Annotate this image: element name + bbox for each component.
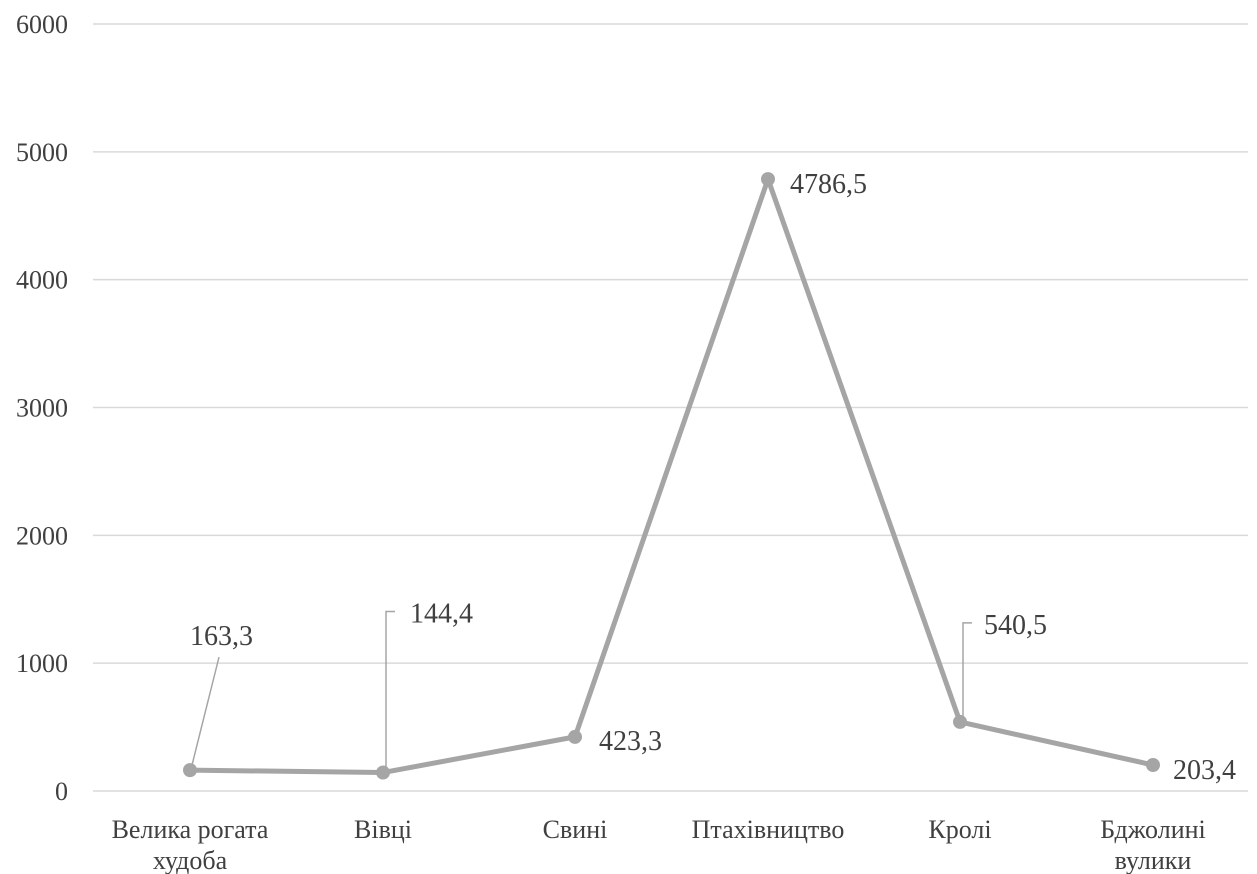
data-label-value: 423,3 [599, 726, 662, 757]
data-label-value: 540,5 [984, 610, 1047, 641]
x-category-label: Птахівництво [692, 815, 845, 844]
data-label-value: 203,4 [1173, 755, 1236, 786]
series-polyline [187, 176, 1156, 776]
y-tick-label-0: 0 [55, 777, 68, 806]
x-category-label-line: Свині [543, 815, 608, 844]
leader-line [191, 656, 220, 766]
x-category-label: Бджолині вулики [1100, 815, 1206, 874]
y-tick-label-2000: 2000 [16, 521, 68, 550]
x-category-label-line: Вівці [354, 815, 412, 844]
y-tick-label-5000: 5000 [16, 138, 68, 167]
x-category-label-line: вулики [1115, 846, 1192, 874]
y-tick-label-6000: 6000 [16, 10, 68, 39]
y-tick-label-1000: 1000 [16, 649, 68, 678]
x-category-label: Вівці [354, 815, 412, 844]
x-category-label-line: Велика рогата [112, 815, 269, 844]
data-label-value: 4786,5 [790, 169, 867, 200]
series-line [187, 176, 1156, 776]
data-labels: 163,3 144,4 423,3 4786,5 540,5 203,4 [190, 169, 1236, 786]
data-point-marker [183, 763, 197, 778]
x-category-label: Свині [543, 815, 608, 844]
data-label-value: 163,3 [190, 621, 253, 652]
data-point-marker [1146, 757, 1160, 772]
x-axis-category-labels: Велика рогата худоба Вівці Свині Птахівництв… [112, 815, 1206, 874]
leader-line [962, 622, 972, 716]
x-category-label-line: Кролі [928, 815, 991, 844]
data-points [183, 172, 1160, 780]
y-tick-label-3000: 3000 [16, 394, 68, 423]
x-category-label: Кролі [928, 815, 991, 844]
y-axis-tick-labels: 0 1000 2000 3000 4000 5000 6000 [16, 10, 68, 806]
data-point-marker [568, 729, 582, 744]
data-point-marker [953, 714, 967, 729]
x-category-label-line: худоба [153, 846, 228, 874]
data-label-leader-lines [191, 610, 972, 767]
gridlines [93, 23, 1248, 792]
y-tick-label-4000: 4000 [16, 266, 68, 295]
data-point-marker [761, 172, 775, 187]
x-category-label: Велика рогата худоба [112, 815, 269, 874]
data-point-marker [376, 765, 390, 780]
leader-line [385, 610, 395, 767]
x-category-label-line: Бджолині [1100, 815, 1206, 844]
data-label-value: 144,4 [410, 599, 473, 630]
x-category-label-line: Птахівництво [692, 815, 845, 844]
